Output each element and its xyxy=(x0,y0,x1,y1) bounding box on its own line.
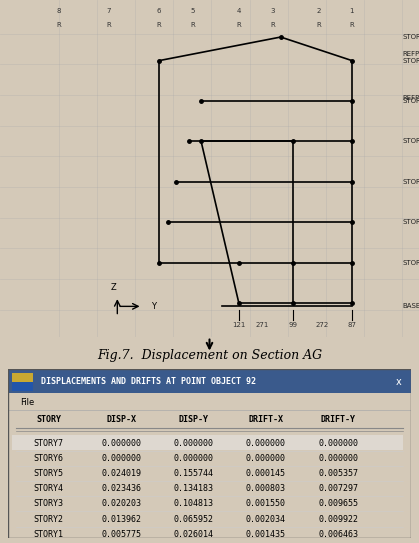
Text: 0.005775: 0.005775 xyxy=(101,530,141,539)
Text: 0.155744: 0.155744 xyxy=(173,469,213,478)
Text: 4: 4 xyxy=(237,9,241,15)
Text: 0.000000: 0.000000 xyxy=(101,439,141,448)
Text: BASE: BASE xyxy=(402,304,419,310)
Text: 6: 6 xyxy=(157,9,161,15)
Text: 7: 7 xyxy=(107,9,111,15)
Text: DRIFT-X: DRIFT-X xyxy=(248,415,283,424)
Text: 8: 8 xyxy=(57,9,61,15)
Text: DRIFT-Y: DRIFT-Y xyxy=(321,415,356,424)
Text: 0.009922: 0.009922 xyxy=(318,515,358,523)
Text: 0.002034: 0.002034 xyxy=(246,515,286,523)
Text: 0.026014: 0.026014 xyxy=(173,530,213,539)
Text: 0.000000: 0.000000 xyxy=(318,454,358,463)
Text: Z: Z xyxy=(110,282,116,292)
Text: 0.005357: 0.005357 xyxy=(318,469,358,478)
Text: 3: 3 xyxy=(270,9,274,15)
Text: 0.006463: 0.006463 xyxy=(318,530,358,539)
Text: 0.024019: 0.024019 xyxy=(101,469,141,478)
Text: R: R xyxy=(270,22,275,28)
Text: DISP-X: DISP-X xyxy=(106,415,136,424)
Text: REFPL2: REFPL2 xyxy=(402,51,419,57)
Text: File: File xyxy=(21,399,35,407)
Text: 0.000000: 0.000000 xyxy=(318,439,358,448)
Text: STORY7: STORY7 xyxy=(402,34,419,40)
Text: 99: 99 xyxy=(289,321,298,327)
Text: 2: 2 xyxy=(316,9,321,15)
Text: 0.001435: 0.001435 xyxy=(246,530,286,539)
Text: 0.104813: 0.104813 xyxy=(173,500,213,508)
Text: 87: 87 xyxy=(347,321,357,327)
Text: STORY: STORY xyxy=(36,415,61,424)
Text: 0.023436: 0.023436 xyxy=(101,484,141,493)
Text: STORY6: STORY6 xyxy=(402,58,419,64)
Text: 1: 1 xyxy=(350,9,354,15)
Text: 0.020203: 0.020203 xyxy=(101,500,141,508)
Text: STORY5: STORY5 xyxy=(402,98,419,104)
Text: STORY2: STORY2 xyxy=(402,219,419,225)
Text: STORY5: STORY5 xyxy=(34,469,64,478)
Text: 0.000000: 0.000000 xyxy=(173,454,213,463)
Text: R: R xyxy=(349,22,354,28)
Text: R: R xyxy=(56,22,61,28)
Text: R: R xyxy=(106,22,111,28)
Text: 0.013962: 0.013962 xyxy=(101,515,141,523)
FancyBboxPatch shape xyxy=(13,382,33,391)
Text: 0.000803: 0.000803 xyxy=(246,484,286,493)
Text: 271: 271 xyxy=(255,321,269,327)
Text: 0.001550: 0.001550 xyxy=(246,500,286,508)
Text: 5: 5 xyxy=(191,9,195,15)
Text: Y: Y xyxy=(151,302,156,311)
Text: STORY1: STORY1 xyxy=(402,260,419,266)
Text: 0.000000: 0.000000 xyxy=(246,439,286,448)
Text: 121: 121 xyxy=(232,321,246,327)
Text: R: R xyxy=(316,22,321,28)
Text: 0.134183: 0.134183 xyxy=(173,484,213,493)
Text: STORY4: STORY4 xyxy=(402,138,419,144)
Text: R: R xyxy=(190,22,195,28)
Text: STORY3: STORY3 xyxy=(34,500,64,508)
Text: R: R xyxy=(157,22,162,28)
Text: DISPLACEMENTS AND DRIFTS AT POINT OBJECT 92: DISPLACEMENTS AND DRIFTS AT POINT OBJECT… xyxy=(41,377,256,387)
Text: x: x xyxy=(396,377,401,387)
FancyBboxPatch shape xyxy=(8,369,411,393)
Text: 0.000145: 0.000145 xyxy=(246,469,286,478)
Text: STORY3: STORY3 xyxy=(402,179,419,185)
FancyBboxPatch shape xyxy=(13,435,403,450)
Text: R: R xyxy=(236,22,241,28)
Text: DISP-Y: DISP-Y xyxy=(178,415,208,424)
Text: STORY6: STORY6 xyxy=(34,454,64,463)
Text: 272: 272 xyxy=(316,321,329,327)
Text: 0.007297: 0.007297 xyxy=(318,484,358,493)
Text: Fig.7.  Displacement on Section AG: Fig.7. Displacement on Section AG xyxy=(97,349,322,362)
Text: STORY7: STORY7 xyxy=(34,439,64,448)
Text: 0.000000: 0.000000 xyxy=(246,454,286,463)
Text: 0.065952: 0.065952 xyxy=(173,515,213,523)
FancyBboxPatch shape xyxy=(13,372,33,391)
Text: 0.000000: 0.000000 xyxy=(173,439,213,448)
Text: STORY4: STORY4 xyxy=(34,484,64,493)
Text: 0.009655: 0.009655 xyxy=(318,500,358,508)
Text: STORY1: STORY1 xyxy=(34,530,64,539)
Text: REFPL1: REFPL1 xyxy=(402,94,419,100)
Text: 0.000000: 0.000000 xyxy=(101,454,141,463)
Text: STORY2: STORY2 xyxy=(34,515,64,523)
